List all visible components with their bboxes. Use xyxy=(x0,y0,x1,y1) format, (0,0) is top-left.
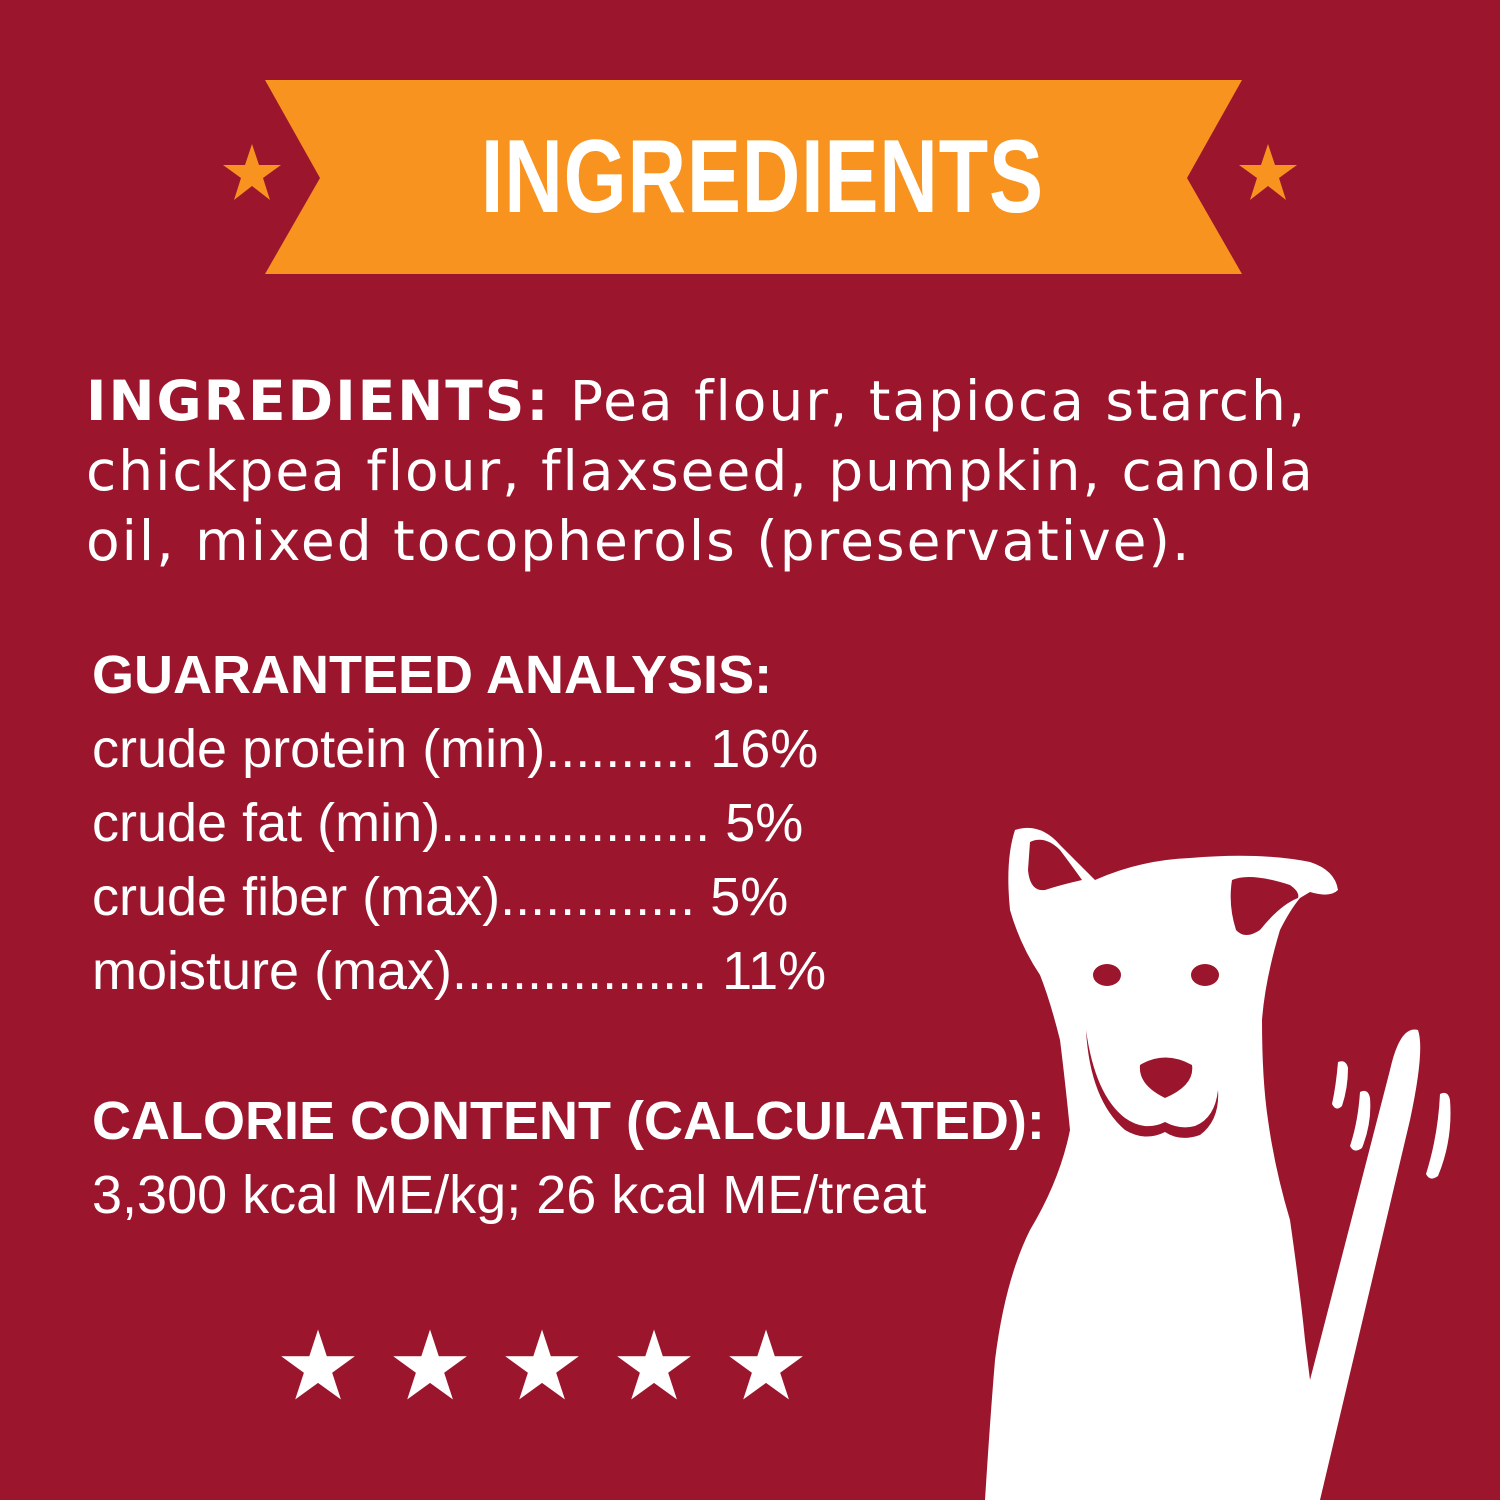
ingredients-list: INGREDIENTS: Pea flour, tapioca starch, … xyxy=(86,366,1416,576)
banner-ribbon xyxy=(265,80,1242,274)
analysis-value: 5% xyxy=(725,793,804,853)
analysis-value: 11% xyxy=(722,941,827,1001)
calorie-content: CALORIE CONTENT (CALCULATED): 3,300 kcal… xyxy=(92,1084,1045,1232)
banner-title: INGREDIENTS xyxy=(480,119,1044,235)
analysis-name: moisture (max) xyxy=(92,941,453,1001)
wag-line xyxy=(1332,1061,1348,1109)
ingredients-text: Pea flour, tapioca starch, chickpea flou… xyxy=(86,369,1315,573)
analysis-value: 5% xyxy=(710,867,789,927)
star-icon: ★ xyxy=(722,1310,810,1422)
dog-eye xyxy=(1191,964,1219,986)
dog-body xyxy=(985,827,1421,1500)
ingredients-label: INGREDIENTS: xyxy=(86,369,551,433)
analysis-row: moisture (max)................. 11% xyxy=(92,934,826,1008)
star-rating: ★ ★ ★ ★ ★ xyxy=(262,1318,822,1414)
wag-line xyxy=(1350,1090,1371,1151)
dog-eye xyxy=(1093,964,1121,986)
analysis-dots: ................. xyxy=(452,941,708,1001)
calorie-heading: CALORIE CONTENT (CALCULATED): xyxy=(92,1091,1045,1151)
analysis-name: crude fat (min) xyxy=(92,793,441,853)
star-icon: ★ xyxy=(274,1310,362,1422)
star-icon: ★ xyxy=(386,1310,474,1422)
analysis-dots: .......... xyxy=(545,719,696,779)
star-icon: ★ xyxy=(610,1310,698,1422)
analysis-heading: GUARANTEED ANALYSIS: xyxy=(92,645,773,705)
analysis-row: crude protein (min).......... 16% xyxy=(92,712,826,786)
ingredients-banner xyxy=(223,80,1297,274)
dog-mouth xyxy=(1086,1030,1219,1138)
analysis-row: crude fiber (max)............. 5% xyxy=(92,860,826,934)
dog-ear-fold xyxy=(1230,876,1299,935)
analysis-dots: .................. xyxy=(440,793,711,853)
analysis-dots: ............. xyxy=(500,867,696,927)
dog-ear-inner xyxy=(1028,839,1082,891)
analysis-row: crude fat (min).................. 5% xyxy=(92,786,826,860)
guaranteed-analysis: GUARANTEED ANALYSIS: crude protein (min)… xyxy=(92,638,826,1008)
analysis-value: 16% xyxy=(710,719,819,779)
dog-nose xyxy=(1139,1057,1193,1098)
star-icon: ★ xyxy=(498,1310,586,1422)
analysis-name: crude protein (min) xyxy=(92,719,546,779)
star-icon xyxy=(223,144,281,200)
analysis-name: crude fiber (max) xyxy=(92,867,501,927)
star-icon xyxy=(1239,144,1297,200)
wag-line xyxy=(1426,1092,1451,1179)
calorie-value: 3,300 kcal ME/kg; 26 kcal ME/treat xyxy=(92,1165,927,1225)
